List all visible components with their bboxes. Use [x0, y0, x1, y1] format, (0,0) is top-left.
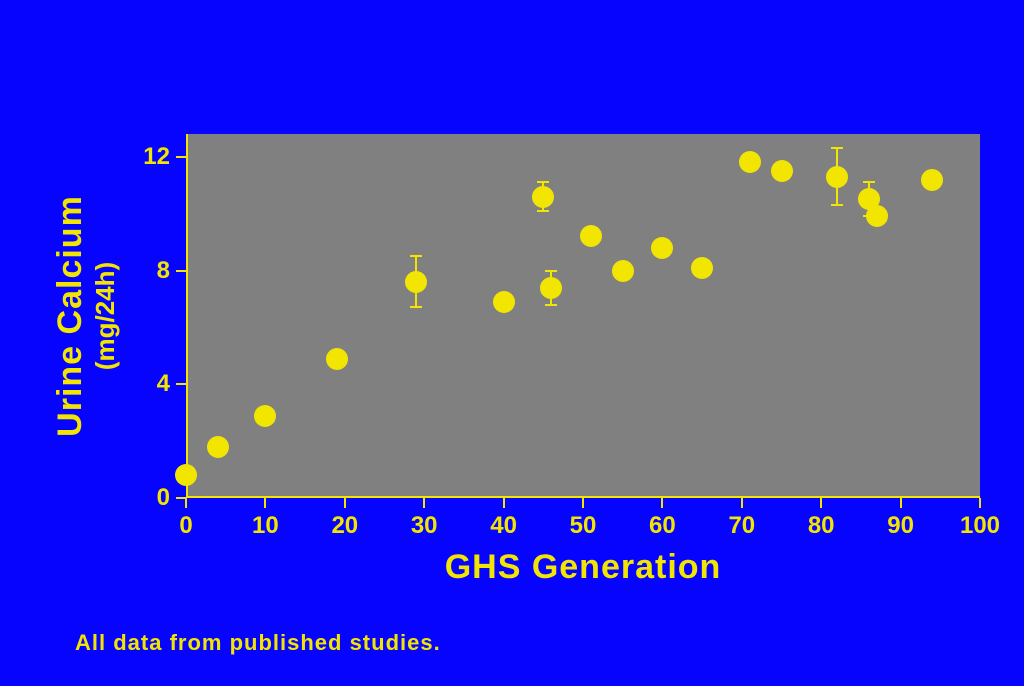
- x-tick: [820, 498, 822, 508]
- data-point: [254, 405, 276, 427]
- data-point: [405, 271, 427, 293]
- data-point: [651, 237, 673, 259]
- data-point: [493, 291, 515, 313]
- y-tick-label: 4: [130, 370, 170, 398]
- error-cap: [537, 210, 549, 212]
- error-cap: [863, 181, 875, 183]
- x-tick: [900, 498, 902, 508]
- x-tick: [503, 498, 505, 508]
- data-point: [771, 160, 793, 182]
- x-tick-label: 0: [179, 512, 192, 540]
- data-point: [826, 166, 848, 188]
- data-point: [866, 205, 888, 227]
- x-tick: [979, 498, 981, 508]
- y-axis-label-sub: (mg/24h): [90, 116, 121, 516]
- x-tick-label: 20: [331, 512, 358, 540]
- x-tick: [741, 498, 743, 508]
- y-tick: [176, 270, 186, 272]
- error-cap: [410, 306, 422, 308]
- figure-canvas: Urine Calcium (mg/24h) GHS Generation Al…: [0, 0, 1024, 686]
- data-point: [921, 169, 943, 191]
- x-tick: [661, 498, 663, 508]
- x-tick-label: 100: [960, 512, 1000, 540]
- data-point: [326, 348, 348, 370]
- y-axis-label: Urine Calcium (mg/24h): [51, 116, 121, 516]
- x-tick-label: 40: [490, 512, 517, 540]
- x-tick-label: 90: [887, 512, 914, 540]
- x-tick: [185, 498, 187, 508]
- data-point: [691, 257, 713, 279]
- x-tick-label: 80: [808, 512, 835, 540]
- footnote: All data from published studies.: [75, 630, 441, 656]
- error-cap: [545, 304, 557, 306]
- x-axis-label: GHS Generation: [445, 548, 722, 587]
- x-tick: [582, 498, 584, 508]
- error-cap: [831, 147, 843, 149]
- x-tick-label: 70: [728, 512, 755, 540]
- y-axis-label-main: Urine Calcium: [51, 116, 90, 516]
- x-tick-label: 30: [411, 512, 438, 540]
- error-cap: [410, 255, 422, 257]
- error-cap: [537, 181, 549, 183]
- data-point: [739, 151, 761, 173]
- data-point: [207, 436, 229, 458]
- y-tick: [176, 383, 186, 385]
- x-tick: [344, 498, 346, 508]
- error-cap: [545, 270, 557, 272]
- x-tick-label: 10: [252, 512, 279, 540]
- data-point: [612, 260, 634, 282]
- y-tick: [176, 156, 186, 158]
- data-point: [540, 277, 562, 299]
- x-tick-label: 60: [649, 512, 676, 540]
- y-tick-label: 12: [130, 143, 170, 171]
- x-tick: [264, 498, 266, 508]
- data-point: [580, 225, 602, 247]
- x-tick: [423, 498, 425, 508]
- data-point: [175, 464, 197, 486]
- y-axis-line: [186, 134, 188, 498]
- plot-area: [186, 134, 980, 498]
- y-tick-label: 0: [130, 484, 170, 512]
- y-tick-label: 8: [130, 257, 170, 285]
- error-cap: [831, 204, 843, 206]
- x-tick-label: 50: [570, 512, 597, 540]
- data-point: [532, 186, 554, 208]
- y-tick: [176, 497, 186, 499]
